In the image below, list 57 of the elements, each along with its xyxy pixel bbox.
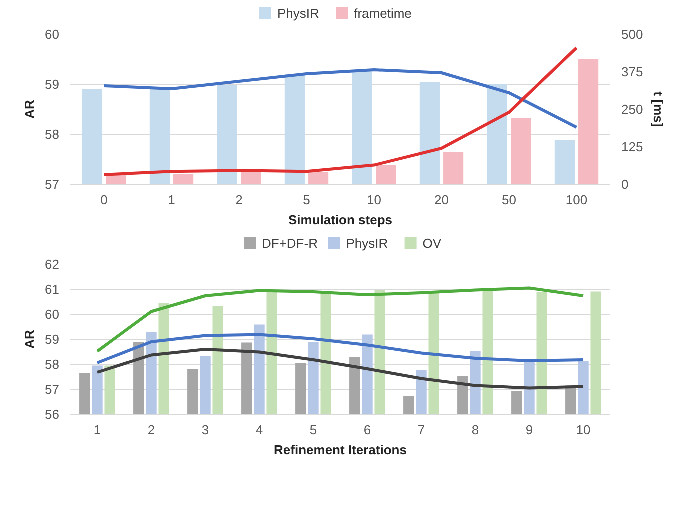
x-tick-label: 50 — [502, 192, 516, 208]
y2-tick-label: 375 — [622, 64, 644, 80]
bar — [578, 59, 599, 184]
line-series — [102, 46, 578, 176]
x-tick-label: 3 — [202, 422, 210, 438]
x-tick-label: 5 — [310, 422, 318, 438]
bar — [444, 152, 464, 184]
line-series — [96, 333, 585, 364]
x-tick-label: 10 — [576, 422, 591, 438]
y-tick-label: 59 — [45, 332, 60, 347]
legend-label: OV — [422, 236, 442, 251]
y-tick-label: 57 — [45, 177, 60, 192]
y-tick-label: 58 — [45, 357, 60, 372]
bar — [241, 172, 262, 184]
bar — [308, 172, 329, 184]
x-tick-label: 20 — [434, 192, 449, 208]
y-tick-label: 56 — [45, 407, 60, 422]
y-tick-label: 58 — [45, 127, 60, 142]
y2-tick-label: 0 — [622, 177, 629, 192]
x-tick-label: 8 — [472, 422, 480, 438]
x-tick-label: 100 — [566, 192, 588, 208]
x-tick-label: 6 — [364, 422, 372, 438]
y-tick-label: 62 — [45, 257, 60, 272]
x-tick-label: 1 — [168, 192, 176, 208]
line-series — [102, 68, 578, 129]
x-tick-label: 9 — [526, 422, 534, 438]
x-tick-label: 10 — [367, 192, 382, 208]
line-series — [96, 286, 585, 353]
x-tick-label: 2 — [148, 422, 156, 438]
legend-label: frametime — [354, 6, 412, 21]
legend-label: PhysIR — [346, 236, 388, 251]
x-tick-label: 2 — [236, 192, 243, 208]
bar — [511, 118, 532, 184]
x-tick-label: 7 — [418, 422, 426, 438]
x-axis-title: Simulation steps — [288, 212, 393, 228]
bar — [106, 176, 126, 184]
y2-tick-label: 500 — [622, 27, 644, 42]
y-tick-label: 61 — [45, 282, 60, 297]
y-tick-label: 60 — [45, 307, 60, 322]
y2-tick-label: 125 — [622, 140, 644, 154]
y2-tick-label: 250 — [622, 102, 644, 117]
bar — [376, 165, 396, 184]
x-tick-label: 4 — [256, 422, 264, 438]
x-tick-label: 5 — [303, 192, 310, 208]
legend-label: PhysIR — [278, 6, 320, 21]
y-tick-label: 60 — [45, 27, 60, 42]
x-tick-label: 1 — [94, 422, 102, 438]
y2-axis-title: t [ms] — [651, 92, 666, 128]
x-tick-label: 0 — [100, 192, 108, 208]
y-axis-title: AR — [22, 100, 38, 119]
y-tick-label: 59 — [45, 77, 60, 92]
legend-label: DF+DF-R — [262, 236, 318, 251]
y-axis-title: AR — [22, 330, 38, 349]
x-axis-title: Refinement Iterations — [274, 442, 407, 458]
bar — [174, 174, 194, 184]
line-series — [96, 348, 585, 390]
y-tick-label: 57 — [45, 382, 60, 397]
